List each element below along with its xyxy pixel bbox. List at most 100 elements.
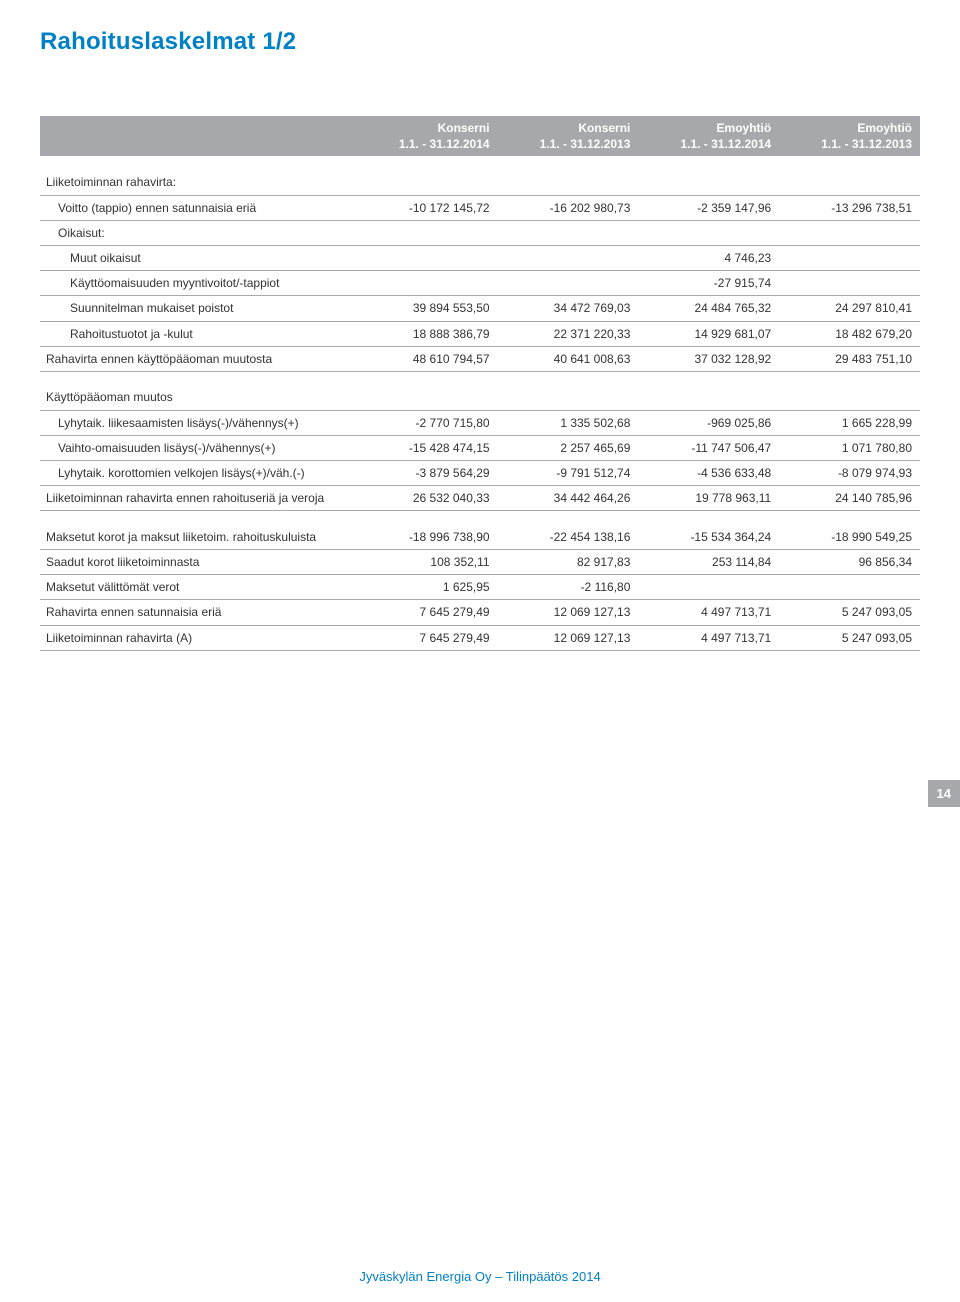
cell: 253 114,84 <box>638 550 779 575</box>
cell: 7 645 279,49 <box>357 600 498 625</box>
cell: 7 645 279,49 <box>357 625 498 650</box>
table-row: Käyttöomaisuuden myyntivoitot/-tappiot -… <box>40 271 920 296</box>
cell <box>638 575 779 600</box>
row-label: Voitto (tappio) ennen satunnaisia eriä <box>40 195 357 220</box>
cell <box>779 245 920 270</box>
row-label: Suunnitelman mukaiset poistot <box>40 296 357 321</box>
cell: 24 140 785,96 <box>779 486 920 511</box>
cell: 34 442 464,26 <box>498 486 639 511</box>
cell: -18 996 738,90 <box>357 525 498 550</box>
cell: -2 359 147,96 <box>638 195 779 220</box>
cell: 4 497 713,71 <box>638 625 779 650</box>
cell: -16 202 980,73 <box>498 195 639 220</box>
table-row: Vaihto-omaisuuden lisäys(-)/vähennys(+) … <box>40 435 920 460</box>
row-label: Saadut korot liiketoiminnasta <box>40 550 357 575</box>
cell: -15 534 364,24 <box>638 525 779 550</box>
table-row: Muut oikaisut 4 746,23 <box>40 245 920 270</box>
table-row: Lyhytaik. liikesaamisten lisäys(-)/vähen… <box>40 410 920 435</box>
table-row: Oikaisut: <box>40 220 920 245</box>
cell: 2 257 465,69 <box>498 435 639 460</box>
cell: 82 917,83 <box>498 550 639 575</box>
row-label: Käyttöpääoman muutos <box>40 385 357 410</box>
cell <box>357 245 498 270</box>
table-row: Suunnitelman mukaiset poistot 39 894 553… <box>40 296 920 321</box>
row-label: Rahavirta ennen satunnaisia eriä <box>40 600 357 625</box>
row-label: Rahoitustuotot ja -kulut <box>40 321 357 346</box>
cell: 22 371 220,33 <box>498 321 639 346</box>
cell: -11 747 506,47 <box>638 435 779 460</box>
row-label: Maksetut korot ja maksut liiketoim. raho… <box>40 525 357 550</box>
cell: 12 069 127,13 <box>498 625 639 650</box>
row-label: Maksetut välittömät verot <box>40 575 357 600</box>
cell <box>498 271 639 296</box>
cell: -13 296 738,51 <box>779 195 920 220</box>
row-label: Liiketoiminnan rahavirta ennen rahoituse… <box>40 486 357 511</box>
cell: 29 483 751,10 <box>779 346 920 371</box>
cell: -4 536 633,48 <box>638 460 779 485</box>
table-row: Rahoitustuotot ja -kulut 18 888 386,79 2… <box>40 321 920 346</box>
table-row: Rahavirta ennen satunnaisia eriä 7 645 2… <box>40 600 920 625</box>
page-number-badge: 14 <box>928 780 960 807</box>
cell <box>779 575 920 600</box>
row-label: Rahavirta ennen käyttöpääoman muutosta <box>40 346 357 371</box>
row-label: Liiketoiminnan rahavirta: <box>40 170 357 195</box>
cell <box>779 271 920 296</box>
table-row: Liiketoiminnan rahavirta ennen rahoituse… <box>40 486 920 511</box>
cell: -3 879 564,29 <box>357 460 498 485</box>
row-label: Muut oikaisut <box>40 245 357 270</box>
row-label: Käyttöomaisuuden myyntivoitot/-tappiot <box>40 271 357 296</box>
cell: 12 069 127,13 <box>498 600 639 625</box>
cell: -27 915,74 <box>638 271 779 296</box>
page-title: Rahoituslaskelmat 1/2 <box>40 28 920 56</box>
header-col-1: Konserni 1.1. - 31.12.2014 <box>357 116 498 156</box>
row-label: Lyhytaik. korottomien velkojen lisäys(+)… <box>40 460 357 485</box>
cell: 5 247 093,05 <box>779 625 920 650</box>
cell: 48 610 794,57 <box>357 346 498 371</box>
cell: 4 497 713,71 <box>638 600 779 625</box>
row-label: Oikaisut: <box>40 220 357 245</box>
cell: -969 025,86 <box>638 410 779 435</box>
cell <box>357 271 498 296</box>
table-header-row: Konserni 1.1. - 31.12.2014 Konserni 1.1.… <box>40 116 920 156</box>
cell: 18 888 386,79 <box>357 321 498 346</box>
cell: -8 079 974,93 <box>779 460 920 485</box>
header-blank <box>40 116 357 156</box>
cell: 14 929 681,07 <box>638 321 779 346</box>
cell: -10 172 145,72 <box>357 195 498 220</box>
cell: 96 856,34 <box>779 550 920 575</box>
cell: 39 894 553,50 <box>357 296 498 321</box>
row-label: Liiketoiminnan rahavirta (A) <box>40 625 357 650</box>
row-label: Lyhytaik. liikesaamisten lisäys(-)/vähen… <box>40 410 357 435</box>
cell: 1 625,95 <box>357 575 498 600</box>
cell: 1 665 228,99 <box>779 410 920 435</box>
cell: 1 335 502,68 <box>498 410 639 435</box>
cell: 4 746,23 <box>638 245 779 270</box>
cashflow-table: Konserni 1.1. - 31.12.2014 Konserni 1.1.… <box>40 116 920 659</box>
table-row: Maksetut korot ja maksut liiketoim. raho… <box>40 525 920 550</box>
cell: -18 990 549,25 <box>779 525 920 550</box>
cell <box>498 245 639 270</box>
cell: -2 770 715,80 <box>357 410 498 435</box>
cell: -2 116,80 <box>498 575 639 600</box>
cell: 18 482 679,20 <box>779 321 920 346</box>
cell: 24 484 765,32 <box>638 296 779 321</box>
header-col-2: Konserni 1.1. - 31.12.2013 <box>498 116 639 156</box>
cell: 26 532 040,33 <box>357 486 498 511</box>
page-footer: Jyväskylän Energia Oy – Tilinpäätös 2014 <box>0 1269 960 1284</box>
cell: 1 071 780,80 <box>779 435 920 460</box>
cell: 37 032 128,92 <box>638 346 779 371</box>
table-row: Maksetut välittömät verot 1 625,95 -2 11… <box>40 575 920 600</box>
header-col-4: Emoyhtiö 1.1. - 31.12.2013 <box>779 116 920 156</box>
table-row: Lyhytaik. korottomien velkojen lisäys(+)… <box>40 460 920 485</box>
cell: 24 297 810,41 <box>779 296 920 321</box>
cell: 19 778 963,11 <box>638 486 779 511</box>
cell: 5 247 093,05 <box>779 600 920 625</box>
cell: 40 641 008,63 <box>498 346 639 371</box>
table-row: Voitto (tappio) ennen satunnaisia eriä -… <box>40 195 920 220</box>
table-row: Rahavirta ennen käyttöpääoman muutosta 4… <box>40 346 920 371</box>
cell: -9 791 512,74 <box>498 460 639 485</box>
header-col-3: Emoyhtiö 1.1. - 31.12.2014 <box>638 116 779 156</box>
row-label: Vaihto-omaisuuden lisäys(-)/vähennys(+) <box>40 435 357 460</box>
table-row: Liiketoiminnan rahavirta (A) 7 645 279,4… <box>40 625 920 650</box>
table-row: Käyttöpääoman muutos <box>40 385 920 410</box>
